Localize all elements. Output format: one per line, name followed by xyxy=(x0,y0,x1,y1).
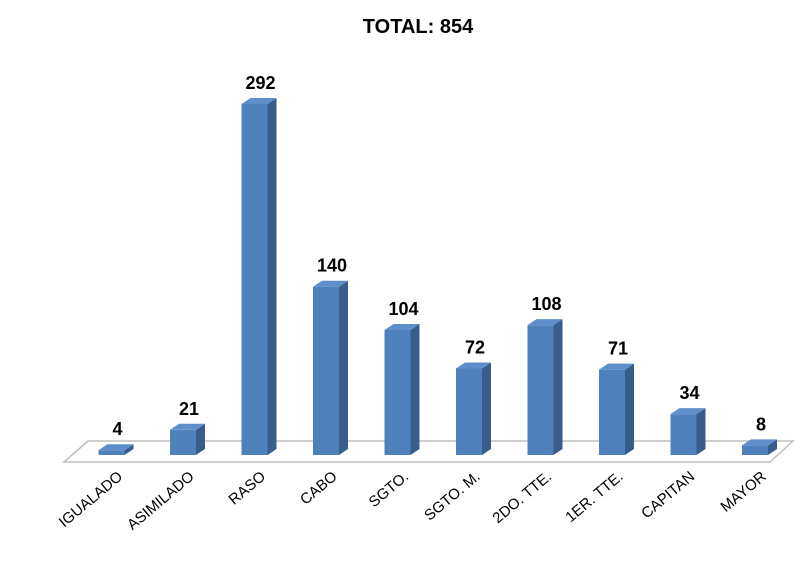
bar xyxy=(527,319,563,455)
bar-front xyxy=(384,329,411,455)
bar xyxy=(742,439,777,455)
bar-front xyxy=(670,414,697,455)
bar-front xyxy=(170,429,196,455)
category-label: SGTO. xyxy=(366,468,412,511)
data-label: 34 xyxy=(679,383,699,403)
bar-side xyxy=(625,363,634,455)
bar-front xyxy=(456,368,482,455)
bar-front xyxy=(313,286,339,455)
data-label: 72 xyxy=(465,337,485,357)
category-label: 1ER. TTE. xyxy=(562,468,626,526)
bar-side xyxy=(553,319,563,455)
data-label: 4 xyxy=(112,419,122,439)
data-label: 71 xyxy=(608,339,628,359)
data-labels-group: 4 21 292 140 104 72 108 71 34 8 xyxy=(112,73,766,439)
bar-front xyxy=(742,445,768,455)
bar xyxy=(456,362,491,455)
bar-front xyxy=(599,369,625,455)
bar-top xyxy=(98,444,134,451)
bar xyxy=(670,408,706,455)
category-label: RASO xyxy=(226,468,269,508)
category-label: MAYOR xyxy=(717,468,769,516)
bar xyxy=(170,423,205,455)
bar xyxy=(241,98,277,455)
data-label: 292 xyxy=(245,73,275,93)
bar-top xyxy=(241,98,277,104)
bar-front xyxy=(241,104,268,455)
bar-side xyxy=(196,423,205,455)
category-label: CABO xyxy=(297,468,340,508)
bar-side xyxy=(267,98,277,455)
bar-front xyxy=(98,450,125,455)
category-label: ASIMILADO xyxy=(124,468,198,534)
bar-top xyxy=(599,363,634,370)
data-label: 140 xyxy=(317,256,347,276)
bar-front xyxy=(527,325,554,455)
bar xyxy=(384,323,420,455)
bar-side xyxy=(339,280,348,455)
bar-side xyxy=(410,323,420,455)
bar-side xyxy=(482,362,491,455)
bar xyxy=(313,280,348,455)
bar-side xyxy=(696,408,706,455)
bar-top xyxy=(527,319,563,326)
bar-top xyxy=(170,423,205,430)
bar-top xyxy=(742,439,777,446)
data-label: 108 xyxy=(531,294,561,314)
data-label: 104 xyxy=(388,299,418,319)
category-label: 2DO. TTE. xyxy=(489,468,555,527)
chart-title: TOTAL: 854 xyxy=(363,16,474,38)
category-label: CAPITAN xyxy=(638,468,698,522)
bar xyxy=(599,363,634,455)
bar-top xyxy=(384,323,420,330)
bar-top xyxy=(670,408,706,415)
category-label: IGUALADO xyxy=(56,468,126,531)
data-label: 21 xyxy=(179,399,199,419)
bar-top xyxy=(456,362,491,369)
bar xyxy=(98,444,134,455)
bar-side xyxy=(124,444,134,455)
bar-top xyxy=(313,280,348,287)
category-label: SGTO. M. xyxy=(421,468,483,524)
bars-group xyxy=(98,98,777,455)
data-label: 8 xyxy=(756,414,766,434)
bar-side xyxy=(768,439,777,455)
